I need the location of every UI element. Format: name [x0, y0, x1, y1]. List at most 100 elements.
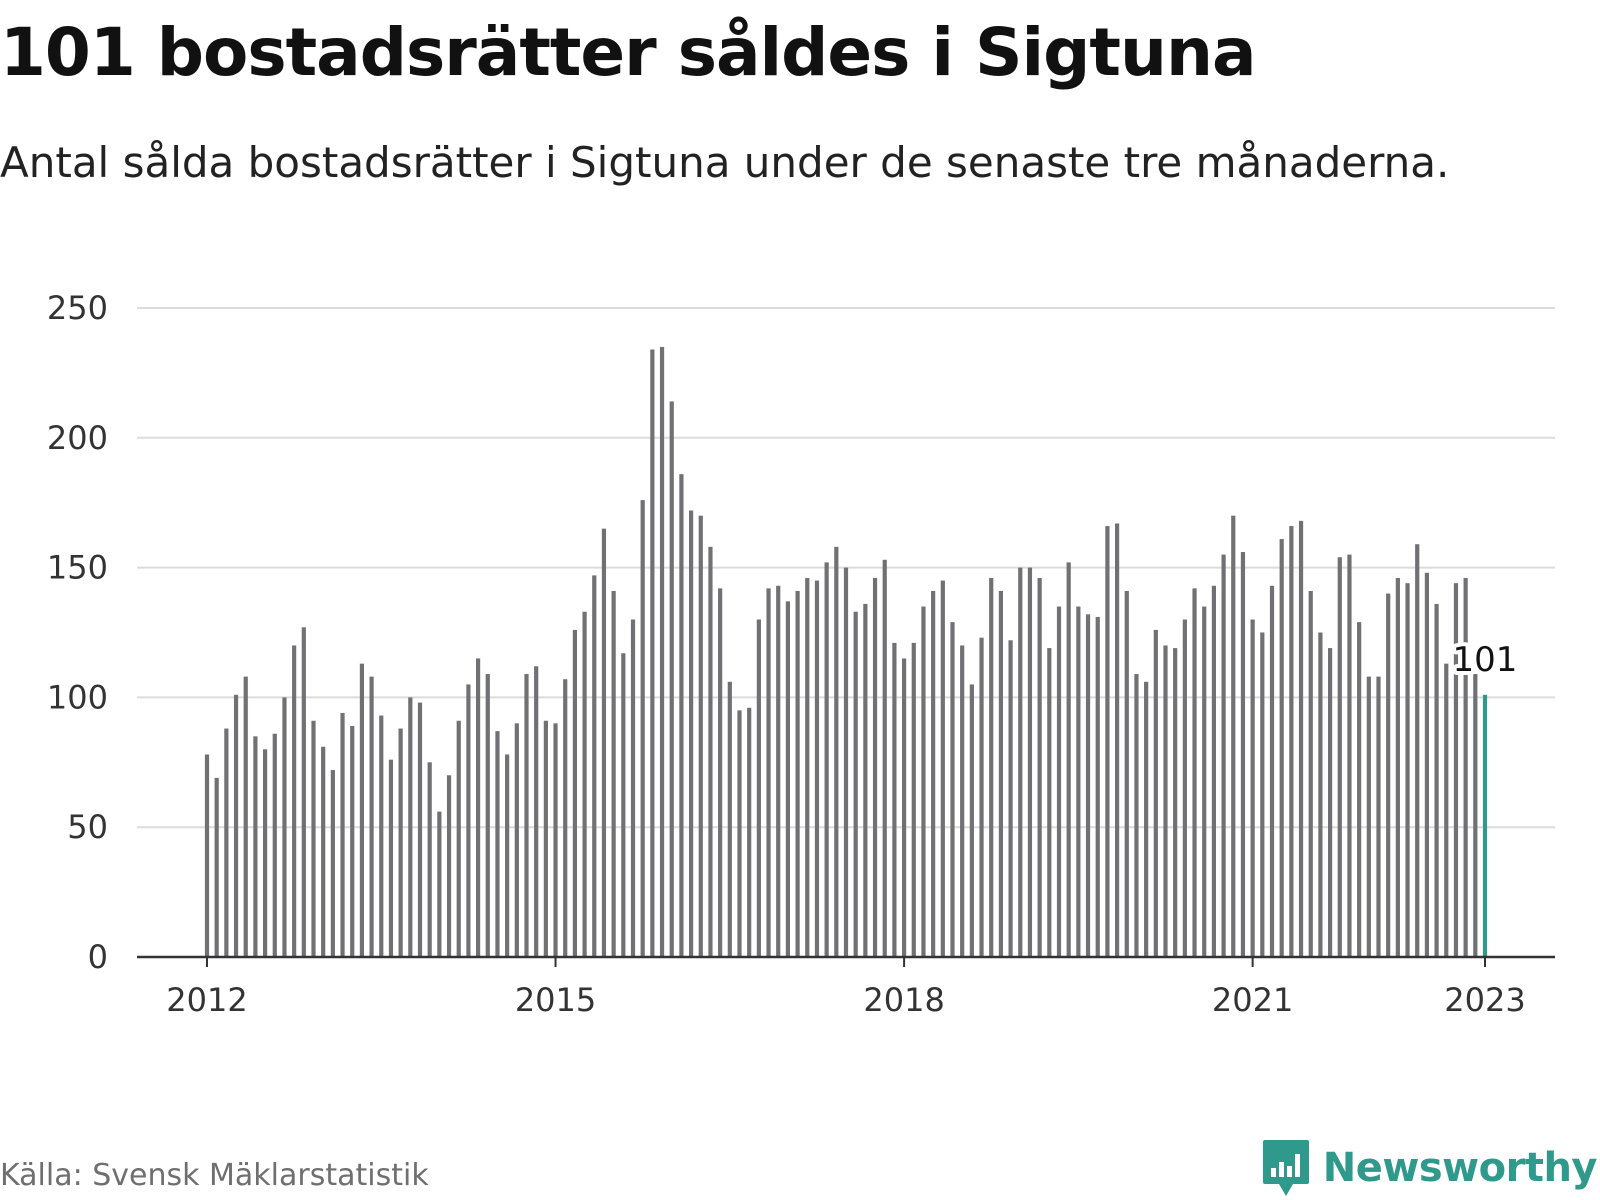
bar	[950, 622, 955, 957]
bar	[795, 590, 800, 957]
bar	[630, 619, 636, 957]
bar	[553, 723, 558, 957]
bar	[1327, 648, 1333, 957]
bar	[485, 674, 490, 957]
bars	[204, 346, 1488, 957]
bar	[369, 676, 374, 957]
bar	[1395, 577, 1400, 957]
bar	[872, 577, 878, 957]
bar	[233, 694, 239, 957]
y-tick-label: 0	[88, 938, 108, 976]
bar	[621, 653, 626, 957]
bar	[1047, 648, 1052, 957]
bar	[1347, 554, 1352, 957]
brand[interactable]: Newsworthy	[1261, 1138, 1598, 1198]
bar	[592, 575, 597, 957]
bar	[601, 528, 607, 957]
bar	[1124, 590, 1129, 957]
bar	[1202, 606, 1207, 957]
bar	[1056, 606, 1062, 957]
bar	[1424, 572, 1430, 957]
bar	[1231, 515, 1236, 957]
bar	[776, 585, 781, 957]
bar	[543, 720, 548, 957]
bar	[708, 546, 713, 957]
bar	[466, 684, 471, 957]
bar	[379, 715, 384, 957]
bar	[650, 349, 655, 957]
bar	[834, 546, 839, 957]
bar	[292, 645, 297, 957]
bar	[1308, 590, 1313, 957]
bar	[437, 811, 442, 957]
bar	[911, 642, 916, 957]
bar	[514, 723, 519, 957]
bar	[475, 658, 481, 957]
bar	[534, 666, 539, 957]
bar	[505, 754, 510, 957]
bar	[1027, 567, 1033, 957]
bar	[1279, 539, 1284, 957]
bar	[814, 580, 820, 957]
bar	[1376, 676, 1381, 957]
bar	[843, 567, 849, 957]
bar	[340, 712, 345, 957]
bar	[1444, 663, 1449, 957]
bar	[408, 697, 413, 957]
bar	[805, 577, 810, 957]
bar	[1211, 585, 1217, 957]
bar	[1473, 674, 1478, 957]
bar	[1434, 603, 1439, 957]
bar	[679, 474, 684, 957]
bar	[243, 676, 248, 957]
x-tick-label: 2015	[515, 981, 596, 1019]
bar	[998, 590, 1004, 957]
bar	[1405, 583, 1410, 957]
bar	[1144, 681, 1149, 957]
bar	[524, 674, 529, 957]
bar	[388, 759, 394, 957]
bar	[301, 627, 306, 957]
bar	[940, 580, 945, 957]
y-axis-ticks: 0 50 100 150 200 250	[47, 289, 108, 976]
y-tick-label: 150	[47, 549, 108, 587]
bar	[756, 619, 761, 957]
bar	[766, 588, 771, 957]
y-tick-label: 250	[47, 289, 108, 327]
bar	[611, 590, 616, 957]
bar	[495, 731, 500, 957]
bar	[979, 637, 984, 957]
bar	[1357, 622, 1362, 957]
bar	[853, 611, 858, 957]
bar	[572, 629, 578, 957]
bar	[659, 346, 665, 957]
bar	[863, 603, 868, 957]
bar	[563, 679, 568, 957]
bar	[960, 645, 965, 957]
bar	[1076, 606, 1081, 957]
bar	[1289, 526, 1294, 957]
x-tick-label: 2018	[863, 981, 944, 1019]
bar	[1008, 640, 1013, 957]
value-label-last: 101	[1453, 640, 1518, 680]
bar	[1114, 523, 1120, 957]
bar	[989, 577, 994, 957]
bar	[446, 775, 452, 957]
x-axis-ticks: 2012 2015 2018 2021 2023	[166, 957, 1526, 1019]
bar	[688, 510, 694, 957]
bar	[882, 559, 887, 957]
y-tick-label: 100	[47, 678, 108, 716]
bar	[1163, 645, 1168, 957]
bar	[640, 500, 645, 957]
x-tick-label: 2021	[1212, 981, 1293, 1019]
chart-subtitle: Antal sålda bostadsrätter i Sigtuna unde…	[0, 138, 1450, 187]
bar	[747, 707, 752, 957]
bar	[1240, 552, 1246, 957]
bar-highlight	[1482, 694, 1488, 957]
bar	[224, 728, 229, 957]
bar	[1037, 577, 1042, 957]
bar	[1182, 619, 1187, 957]
newsworthy-logo-icon	[1262, 1140, 1309, 1196]
bar	[1173, 648, 1178, 957]
bar	[427, 762, 432, 957]
